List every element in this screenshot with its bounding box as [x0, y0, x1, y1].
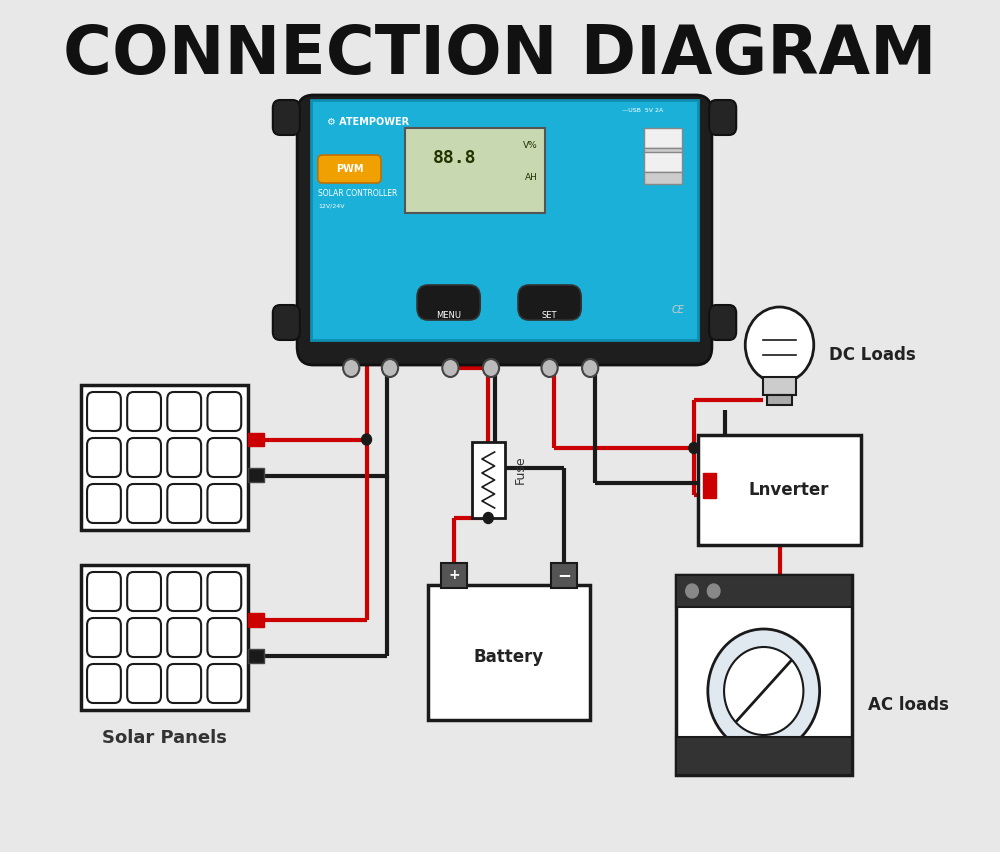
Circle shape	[582, 359, 598, 377]
FancyBboxPatch shape	[127, 618, 161, 657]
Text: MENU: MENU	[436, 310, 461, 320]
FancyBboxPatch shape	[167, 438, 201, 477]
Text: Lnverter: Lnverter	[748, 481, 829, 499]
Circle shape	[541, 359, 558, 377]
FancyBboxPatch shape	[273, 305, 300, 340]
Bar	[763, 377, 796, 395]
Bar	[428, 585, 590, 720]
Text: Fuse: Fuse	[514, 456, 527, 484]
Bar	[676, 737, 852, 775]
FancyBboxPatch shape	[318, 155, 381, 183]
FancyBboxPatch shape	[127, 438, 161, 477]
FancyBboxPatch shape	[167, 618, 201, 657]
FancyBboxPatch shape	[87, 438, 121, 477]
Circle shape	[745, 307, 814, 383]
FancyBboxPatch shape	[709, 100, 736, 135]
Bar	[644, 172, 682, 184]
FancyBboxPatch shape	[167, 392, 201, 431]
Circle shape	[442, 359, 459, 377]
Circle shape	[483, 359, 499, 377]
FancyBboxPatch shape	[87, 618, 121, 657]
Bar	[81, 565, 248, 710]
Circle shape	[708, 629, 820, 753]
Circle shape	[689, 442, 699, 453]
FancyBboxPatch shape	[709, 305, 736, 340]
FancyBboxPatch shape	[127, 664, 161, 703]
FancyBboxPatch shape	[127, 392, 161, 431]
Text: AC loads: AC loads	[868, 696, 949, 714]
FancyBboxPatch shape	[87, 484, 121, 523]
Text: 12V/24V: 12V/24V	[318, 204, 344, 209]
FancyBboxPatch shape	[273, 100, 300, 135]
Bar	[248, 613, 264, 626]
Bar	[644, 152, 682, 172]
Bar	[441, 563, 467, 588]
FancyBboxPatch shape	[167, 572, 201, 611]
FancyBboxPatch shape	[127, 572, 161, 611]
FancyBboxPatch shape	[207, 664, 241, 703]
Text: —USB  5V 2A: —USB 5V 2A	[622, 107, 663, 112]
FancyBboxPatch shape	[207, 618, 241, 657]
Text: CONNECTION DIAGRAM: CONNECTION DIAGRAM	[63, 22, 937, 88]
Bar	[676, 575, 852, 775]
Text: 88.8: 88.8	[432, 149, 476, 167]
FancyBboxPatch shape	[167, 484, 201, 523]
Bar	[248, 648, 264, 663]
Bar	[248, 469, 264, 482]
FancyBboxPatch shape	[207, 572, 241, 611]
Circle shape	[343, 359, 359, 377]
Text: PWM: PWM	[336, 164, 363, 174]
Text: SOLAR CONTROLLER: SOLAR CONTROLLER	[318, 189, 397, 199]
Text: Solar Panels: Solar Panels	[102, 729, 227, 747]
Circle shape	[483, 513, 493, 523]
Text: −: −	[557, 566, 571, 584]
Bar	[676, 575, 852, 607]
FancyBboxPatch shape	[207, 484, 241, 523]
Text: DC Loads: DC Loads	[829, 346, 916, 364]
Bar	[472, 442, 505, 518]
Text: AH: AH	[525, 174, 538, 182]
Bar	[248, 433, 264, 446]
Circle shape	[382, 359, 398, 377]
Bar	[644, 128, 682, 148]
Bar	[311, 100, 698, 340]
FancyBboxPatch shape	[87, 392, 121, 431]
Text: Battery: Battery	[474, 648, 544, 666]
FancyBboxPatch shape	[167, 664, 201, 703]
Bar	[767, 395, 792, 405]
Text: V%: V%	[523, 141, 538, 151]
Circle shape	[724, 647, 803, 735]
Circle shape	[707, 584, 720, 598]
Bar	[644, 148, 682, 160]
Text: CE: CE	[672, 305, 685, 315]
Circle shape	[362, 434, 372, 445]
Text: +: +	[448, 568, 460, 582]
Bar	[81, 385, 248, 530]
FancyBboxPatch shape	[518, 285, 581, 320]
FancyBboxPatch shape	[417, 285, 480, 320]
Circle shape	[686, 584, 698, 598]
Text: ⚙ ATEMPOWER: ⚙ ATEMPOWER	[327, 117, 409, 127]
FancyBboxPatch shape	[87, 664, 121, 703]
FancyBboxPatch shape	[127, 484, 161, 523]
FancyBboxPatch shape	[207, 438, 241, 477]
FancyBboxPatch shape	[207, 392, 241, 431]
Text: SET: SET	[542, 310, 557, 320]
Bar	[698, 435, 861, 545]
FancyBboxPatch shape	[87, 572, 121, 611]
FancyBboxPatch shape	[297, 95, 712, 365]
Bar	[703, 473, 716, 498]
Bar	[551, 563, 577, 588]
Bar	[405, 128, 545, 213]
